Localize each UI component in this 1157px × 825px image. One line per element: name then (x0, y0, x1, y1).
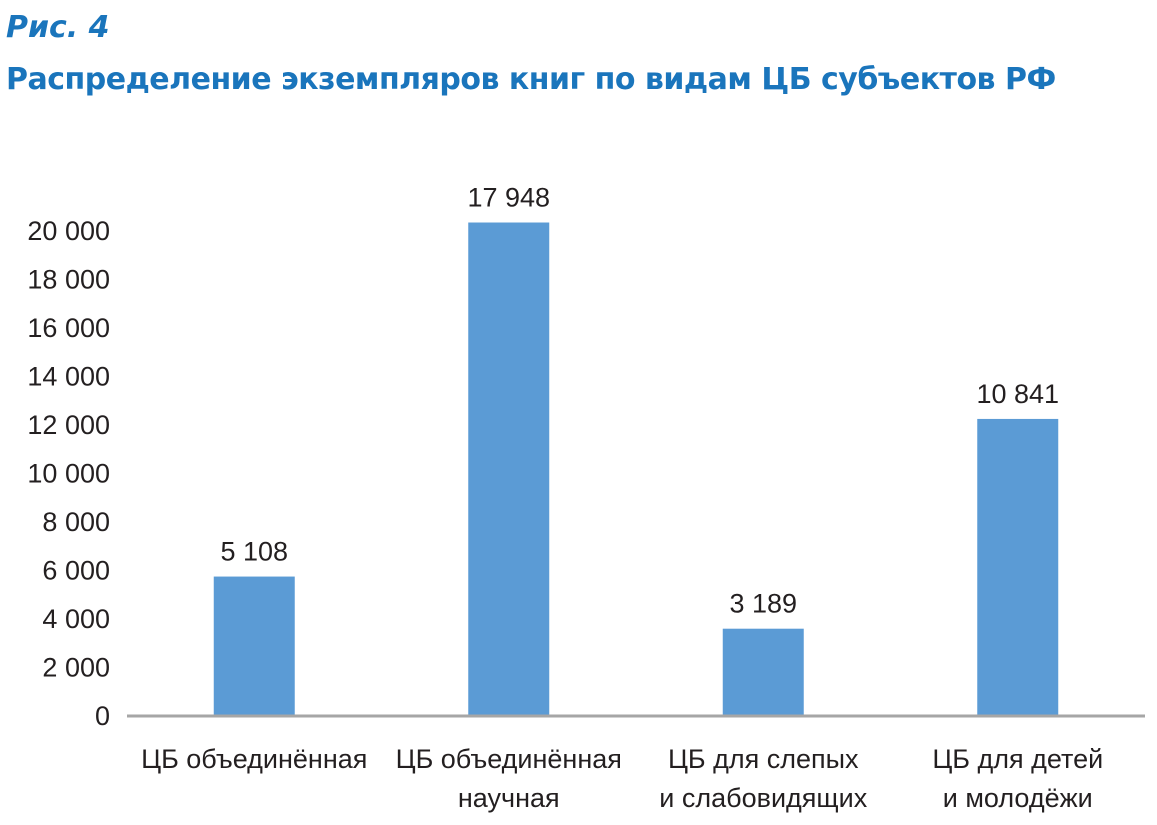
y-axis: 0 2 000 4 000 6 000 8 000 10 000 12 000 14 000 1… (27, 216, 110, 731)
y-tick-label: 6 000 (42, 556, 110, 586)
y-tick-label: 14 000 (27, 362, 110, 392)
y-tick-label: 8 000 (42, 507, 110, 537)
y-tick-label: 12 000 (27, 410, 110, 440)
y-tick-label: 2 000 (42, 653, 110, 683)
x-category-label: и слабовидящих (659, 783, 867, 813)
bar (722, 628, 804, 716)
x-category-label: ЦБ объединённая (396, 744, 622, 774)
bar-value-label: 17 948 (467, 183, 550, 213)
y-tick-label: 0 (95, 701, 110, 731)
bar-value-label: 10 841 (976, 379, 1059, 409)
chart-title: Распределение экземпляров книг по видам … (6, 62, 1056, 97)
y-tick-label: 4 000 (42, 604, 110, 634)
bars-group (213, 222, 1059, 716)
bar-value-label: 3 189 (729, 589, 797, 619)
bar (213, 576, 295, 716)
y-tick-label: 10 000 (27, 459, 110, 489)
x-category-label: и молодёжи (943, 783, 1093, 813)
bar (977, 418, 1059, 716)
bar (468, 222, 550, 716)
y-tick-label: 16 000 (27, 313, 110, 343)
x-category-label: ЦБ для детей (932, 744, 1103, 774)
bar-value-label: 5 108 (220, 537, 288, 567)
x-axis: ЦБ объединённая ЦБ объединённая научная ЦБ … (141, 744, 1103, 813)
x-category-label: ЦБ для слепых (668, 744, 859, 774)
y-tick-label: 18 000 (27, 265, 110, 295)
x-category-label: научная (458, 783, 560, 813)
figure-label: Рис. 4 (6, 10, 110, 45)
y-tick-label: 20 000 (27, 216, 110, 246)
data-labels-group: 5 108 17 948 3 189 10 841 (220, 183, 1059, 619)
x-category-label: ЦБ объединённая (141, 744, 367, 774)
